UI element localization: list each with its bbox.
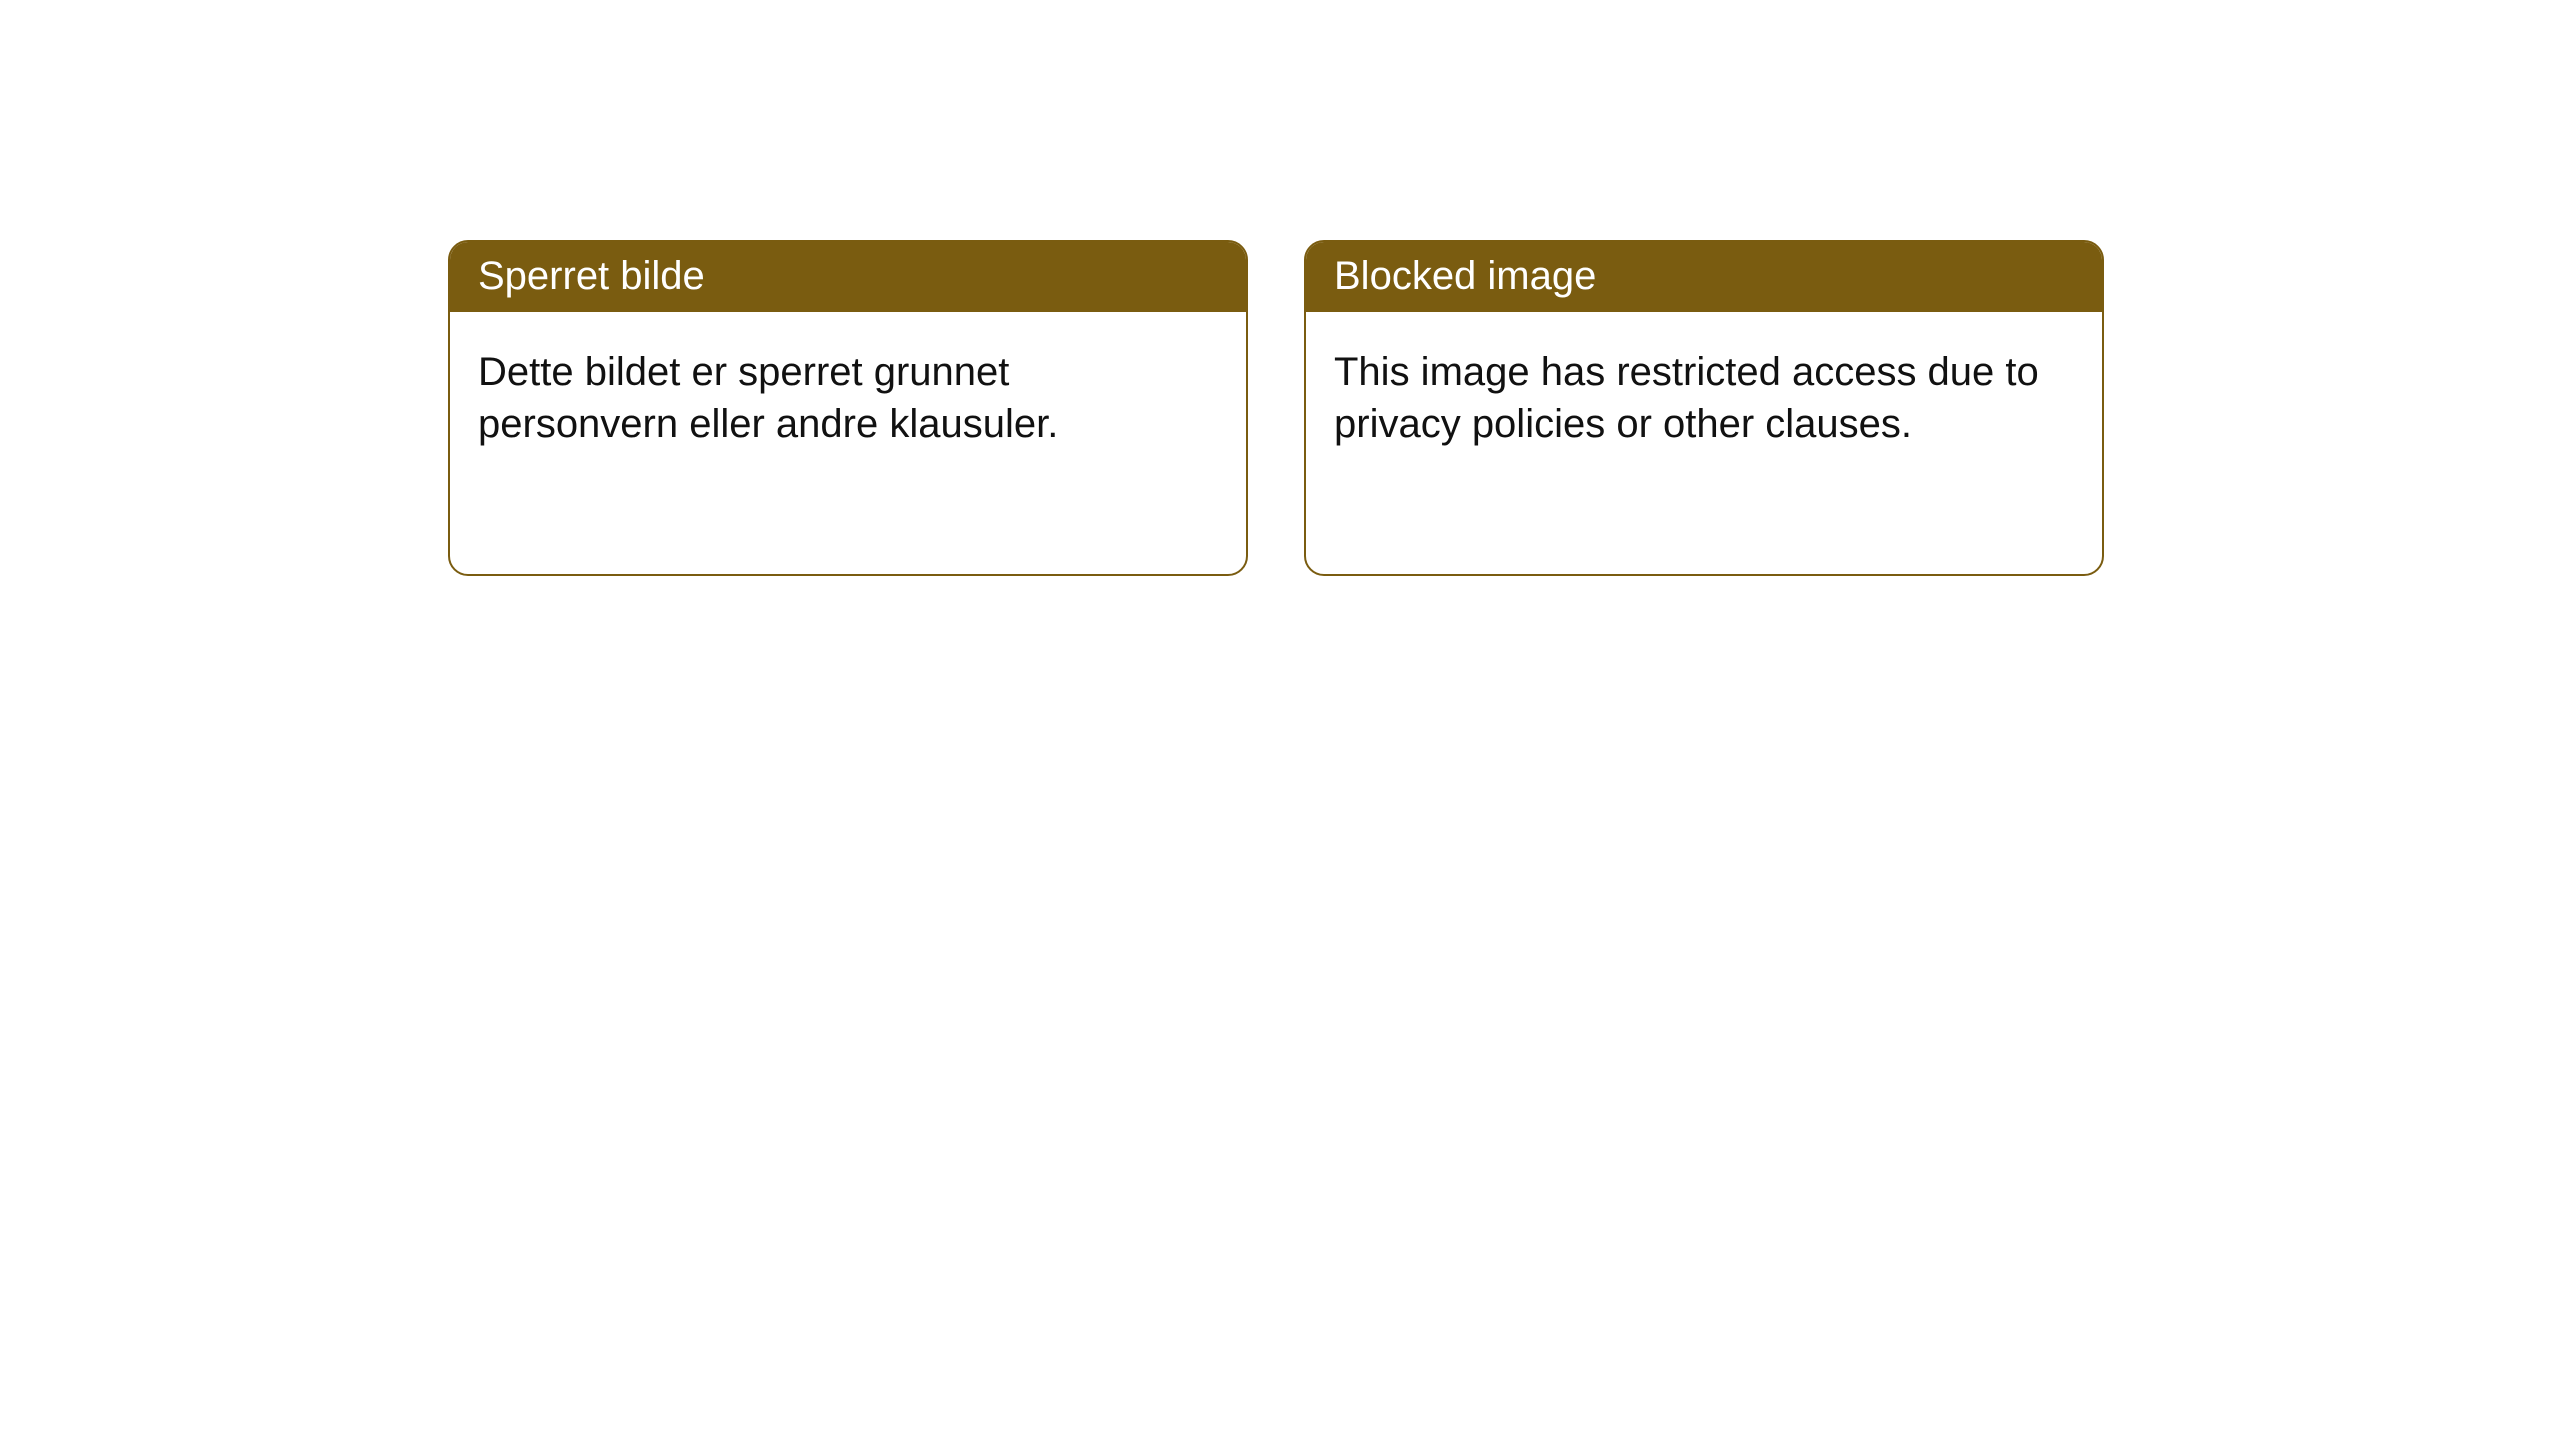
notice-card-no: Sperret bilde Dette bildet er sperret gr… <box>448 240 1248 576</box>
notice-title-no: Sperret bilde <box>450 242 1246 312</box>
notice-body-no: Dette bildet er sperret grunnet personve… <box>450 312 1246 484</box>
notice-title-en: Blocked image <box>1306 242 2102 312</box>
notice-container: Sperret bilde Dette bildet er sperret gr… <box>0 0 2560 576</box>
notice-body-en: This image has restricted access due to … <box>1306 312 2102 484</box>
notice-card-en: Blocked image This image has restricted … <box>1304 240 2104 576</box>
